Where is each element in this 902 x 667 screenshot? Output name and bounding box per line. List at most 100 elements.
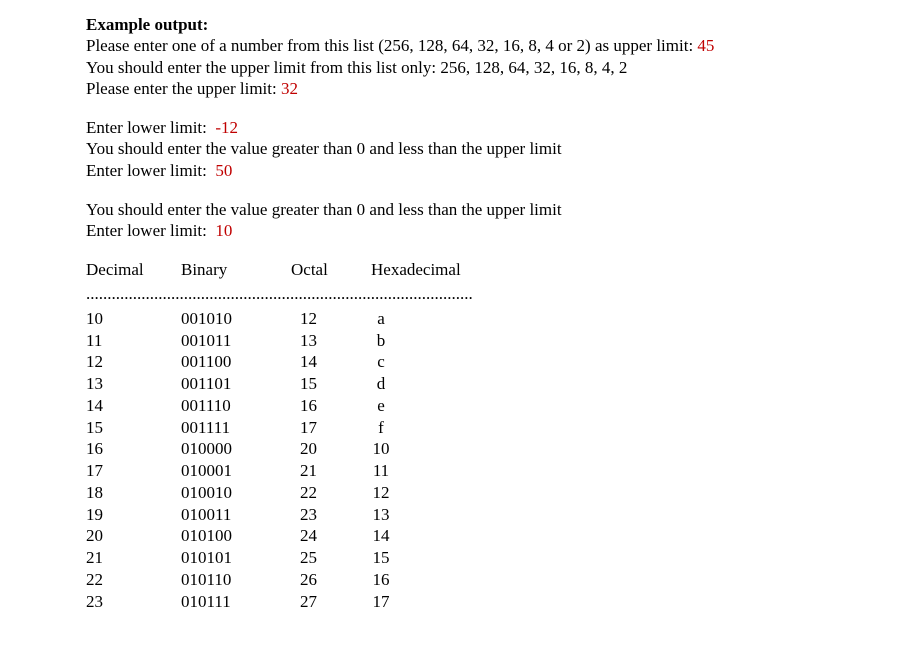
cell-decimal: 11 xyxy=(86,330,181,352)
user-input: 32 xyxy=(281,79,298,98)
cell-decimal: 16 xyxy=(86,438,181,460)
cell-hexadecimal: a xyxy=(336,308,426,330)
prompt-text: Please enter the upper limit: xyxy=(86,79,281,98)
col-header-binary: Binary xyxy=(181,259,291,280)
dialog-paragraph-1: Please enter one of a number from this l… xyxy=(86,35,902,99)
prompt-lower-limit-2: Enter lower limit: 50 xyxy=(86,160,902,181)
col-header-hexadecimal: Hexadecimal xyxy=(371,259,491,280)
error-lower-limit-2: You should enter the value greater than … xyxy=(86,199,902,220)
table-row: 1400111016e xyxy=(86,395,902,417)
table-row: 160100002010 xyxy=(86,438,902,460)
table-row: 1100101113b xyxy=(86,330,902,352)
cell-decimal: 20 xyxy=(86,525,181,547)
cell-hexadecimal: 16 xyxy=(336,569,426,591)
table-row: 1500111117f xyxy=(86,417,902,439)
cell-decimal: 22 xyxy=(86,569,181,591)
cell-octal: 24 xyxy=(281,525,336,547)
cell-binary: 010101 xyxy=(181,547,281,569)
cell-octal: 14 xyxy=(281,351,336,373)
user-input: 45 xyxy=(697,36,714,55)
cell-decimal: 18 xyxy=(86,482,181,504)
cell-decimal: 12 xyxy=(86,351,181,373)
prompt-upper-limit-2: Please enter the upper limit: 32 xyxy=(86,78,902,99)
dialog-paragraph-2: Enter lower limit: -12 You should enter … xyxy=(86,117,902,181)
cell-hexadecimal: e xyxy=(336,395,426,417)
col-header-decimal: Decimal xyxy=(86,259,181,280)
cell-hexadecimal: b xyxy=(336,330,426,352)
prompt-text: Enter lower limit: xyxy=(86,221,215,240)
cell-octal: 22 xyxy=(281,482,336,504)
error-upper-limit: You should enter the upper limit from th… xyxy=(86,57,902,78)
cell-hexadecimal: 17 xyxy=(336,591,426,613)
cell-hexadecimal: d xyxy=(336,373,426,395)
cell-hexadecimal: 11 xyxy=(336,460,426,482)
cell-hexadecimal: 15 xyxy=(336,547,426,569)
prompt-text: Please enter one of a number from this l… xyxy=(86,36,697,55)
prompt-upper-limit-1: Please enter one of a number from this l… xyxy=(86,35,902,56)
cell-decimal: 21 xyxy=(86,547,181,569)
table-row: 180100102212 xyxy=(86,482,902,504)
cell-hexadecimal: c xyxy=(336,351,426,373)
cell-binary: 010001 xyxy=(181,460,281,482)
dialog-paragraph-3: You should enter the value greater than … xyxy=(86,199,902,242)
cell-binary: 001101 xyxy=(181,373,281,395)
user-input: 10 xyxy=(215,221,232,240)
cell-binary: 010110 xyxy=(181,569,281,591)
example-output-page: Example output: Please enter one of a nu… xyxy=(0,0,902,612)
cell-binary: 001010 xyxy=(181,308,281,330)
table-row: 190100112313 xyxy=(86,504,902,526)
cell-binary: 010111 xyxy=(181,591,281,613)
cell-hexadecimal: 10 xyxy=(336,438,426,460)
prompt-lower-limit-1: Enter lower limit: -12 xyxy=(86,117,902,138)
cell-binary: 001110 xyxy=(181,395,281,417)
table-row: 210101012515 xyxy=(86,547,902,569)
cell-decimal: 23 xyxy=(86,591,181,613)
table-row: 220101102616 xyxy=(86,569,902,591)
prompt-text: Enter lower limit: xyxy=(86,161,215,180)
table-row: 170100012111 xyxy=(86,460,902,482)
table-row: 1200110014c xyxy=(86,351,902,373)
col-header-octal: Octal xyxy=(291,259,371,280)
cell-octal: 21 xyxy=(281,460,336,482)
cell-octal: 16 xyxy=(281,395,336,417)
error-lower-limit-1: You should enter the value greater than … xyxy=(86,138,902,159)
user-input: -12 xyxy=(215,118,238,137)
cell-decimal: 14 xyxy=(86,395,181,417)
cell-binary: 001011 xyxy=(181,330,281,352)
cell-decimal: 17 xyxy=(86,460,181,482)
cell-octal: 26 xyxy=(281,569,336,591)
cell-octal: 27 xyxy=(281,591,336,613)
cell-binary: 001100 xyxy=(181,351,281,373)
cell-octal: 20 xyxy=(281,438,336,460)
cell-octal: 13 xyxy=(281,330,336,352)
cell-octal: 15 xyxy=(281,373,336,395)
table-row: 1000101012a xyxy=(86,308,902,330)
table-row: 200101002414 xyxy=(86,525,902,547)
cell-decimal: 19 xyxy=(86,504,181,526)
cell-octal: 25 xyxy=(281,547,336,569)
table-header-row: Decimal Binary Octal Hexadecimal xyxy=(86,259,902,280)
user-input: 50 xyxy=(215,161,232,180)
cell-hexadecimal: 14 xyxy=(336,525,426,547)
prompt-text: Enter lower limit: xyxy=(86,118,215,137)
cell-octal: 12 xyxy=(281,308,336,330)
cell-decimal: 13 xyxy=(86,373,181,395)
table-row: 1300110115d xyxy=(86,373,902,395)
cell-decimal: 10 xyxy=(86,308,181,330)
cell-hexadecimal: 12 xyxy=(336,482,426,504)
cell-binary: 010011 xyxy=(181,504,281,526)
cell-hexadecimal: f xyxy=(336,417,426,439)
conversion-table: Decimal Binary Octal Hexadecimal .......… xyxy=(86,259,902,612)
table-separator: ........................................… xyxy=(86,283,556,304)
table-row: 230101112717 xyxy=(86,591,902,613)
cell-binary: 001111 xyxy=(181,417,281,439)
cell-octal: 23 xyxy=(281,504,336,526)
heading: Example output: xyxy=(86,14,902,35)
cell-octal: 17 xyxy=(281,417,336,439)
cell-binary: 010100 xyxy=(181,525,281,547)
cell-binary: 010000 xyxy=(181,438,281,460)
prompt-lower-limit-3: Enter lower limit: 10 xyxy=(86,220,902,241)
cell-decimal: 15 xyxy=(86,417,181,439)
cell-hexadecimal: 13 xyxy=(336,504,426,526)
cell-binary: 010010 xyxy=(181,482,281,504)
